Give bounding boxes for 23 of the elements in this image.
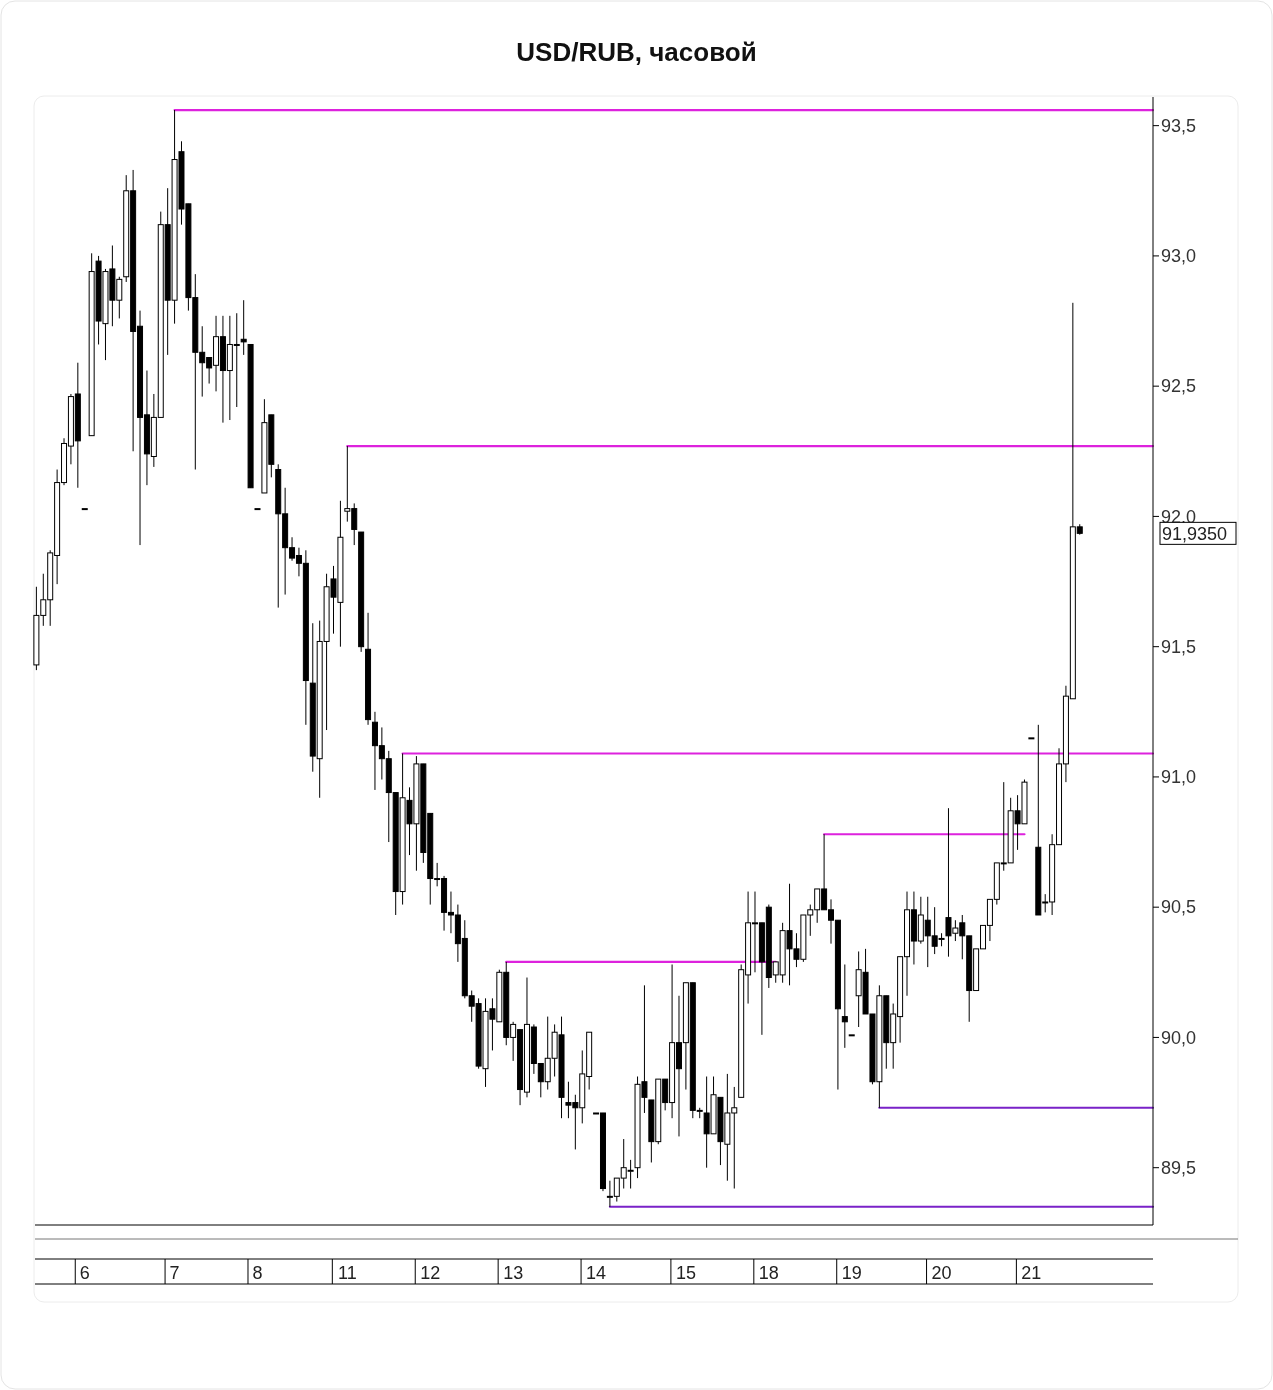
x-tick-label: 8 [252,1263,263,1283]
x-tick-label: 15 [675,1263,696,1283]
y-tick-label: 91,0 [1161,767,1197,788]
x-tick-label: 13 [503,1263,524,1283]
y-tick-label: 93,5 [1161,115,1197,136]
y-tick-label: 90,0 [1161,1027,1197,1048]
x-tick-label: 21 [1021,1263,1042,1283]
x-tick-label: 12 [420,1263,441,1283]
chart-title: USD/RUB, часовой [516,37,757,67]
x-tick-label: 20 [931,1263,952,1283]
x-tick-label: 14 [586,1263,607,1283]
candlestick [841,963,848,1049]
y-tick-label: 90,5 [1161,897,1197,918]
y-tick-label: 92,5 [1161,376,1197,397]
x-tick-label: 19 [841,1263,862,1283]
x-tick-label: 6 [79,1263,90,1283]
x-tick-label: 11 [337,1263,357,1283]
y-tick-label: 93,0 [1161,246,1197,267]
x-tick-label: 7 [169,1263,180,1283]
y-tick-label: 91,5 [1161,636,1197,657]
x-tick-label: 18 [758,1263,779,1283]
candlestick [240,299,247,356]
y-tick-label: 89,5 [1161,1157,1197,1178]
